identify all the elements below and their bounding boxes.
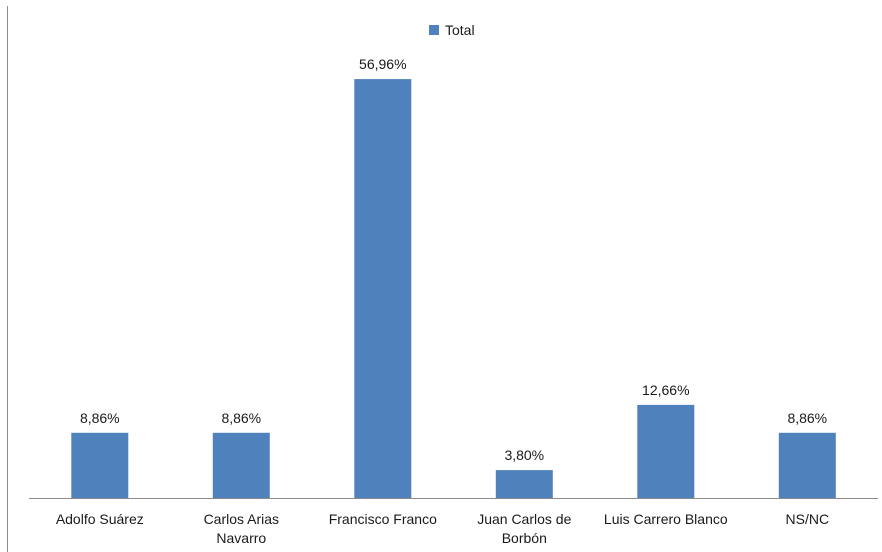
bar <box>354 79 412 498</box>
plot-area: 8,86% Adolfo Suárez 8,86% Carlos Arias Navar… <box>29 56 878 546</box>
category-label-line: Francisco Franco <box>329 511 437 527</box>
category-label: Adolfo Suárez <box>56 511 144 527</box>
category-label-line: Adolfo Suárez <box>56 511 144 527</box>
category-label-line: Luis Carrero Blanco <box>604 511 728 527</box>
category-label-line: Juan Carlos de <box>477 511 571 527</box>
bar <box>778 432 836 498</box>
category-label-line: Borbón <box>502 530 547 546</box>
legend: Total <box>429 22 475 38</box>
legend-label-total: Total <box>445 22 475 38</box>
bar <box>212 432 270 498</box>
category-label-line: Navarro <box>216 530 266 546</box>
category-label-line: NS/NC <box>786 511 830 527</box>
category-label: Francisco Franco <box>329 511 437 527</box>
data-label: 8,86% <box>80 410 120 426</box>
data-label: 12,66% <box>642 382 689 398</box>
category-label: Carlos Arias Navarro <box>204 511 279 546</box>
data-label: 8,86% <box>221 410 261 426</box>
data-label: 3,80% <box>504 447 544 463</box>
bar <box>637 404 695 498</box>
category-label: NS/NC <box>786 511 830 527</box>
data-label: 56,96% <box>359 56 406 72</box>
category-label: Juan Carlos de Borbón <box>477 511 571 546</box>
category-label-line: Carlos Arias <box>204 511 279 527</box>
category-label: Luis Carrero Blanco <box>604 511 728 527</box>
bar <box>495 470 553 498</box>
data-label: 8,86% <box>787 410 827 426</box>
legend-swatch-total <box>429 25 439 35</box>
bar <box>71 432 129 498</box>
